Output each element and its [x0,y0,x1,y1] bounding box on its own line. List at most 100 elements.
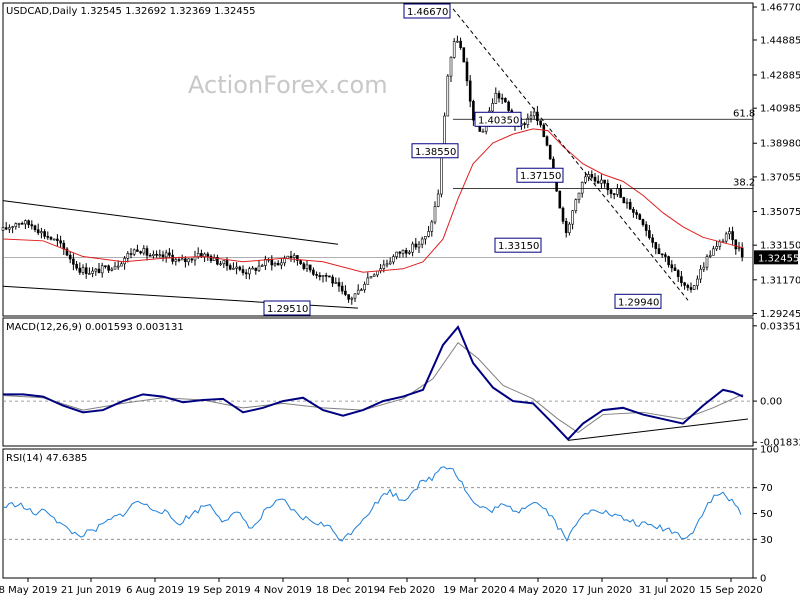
candle-body [273,263,277,266]
rsi-y-tick-label: 30 [760,535,773,546]
candle-body [491,103,494,112]
candle-body [571,210,574,225]
candle-body [340,285,344,292]
rsi-y-tick-label: 100 [760,445,779,456]
candle-body [152,253,155,257]
candle-body [289,255,293,258]
candle-body [417,243,421,248]
candle-body [209,255,213,262]
candle-body [360,289,363,292]
candle-body [142,248,146,254]
candle-body [414,243,418,248]
candle-body [299,260,302,265]
candle-body [724,233,728,242]
candle-body [11,226,14,228]
candle-body [27,220,30,225]
candle-body [235,266,238,269]
candle-body [104,265,107,268]
candle-body [129,253,133,255]
price-y-tick-label: 1.44885 [760,35,800,46]
macd-y-tick-label: -0.018324 [760,438,800,449]
candle-body [433,206,437,223]
candle-body [20,223,24,225]
candle-body [657,248,661,255]
candle-body [132,249,136,255]
x-tick-label: 4 Nov 2019 [254,585,312,596]
candle-body [651,237,654,243]
candle-body [59,240,62,244]
candle-body [497,93,501,99]
candle-body [56,238,59,241]
rsi-layer: 100 70 50 30 0 [2,445,779,585]
candle-body [612,193,616,195]
candle-body [539,120,542,126]
candle-body [232,267,235,270]
candle-body [81,267,85,273]
candle-body [308,264,312,271]
macd-y-tick-label: 0.033515 [760,321,800,332]
candle-body [36,229,40,234]
candle-body [446,75,450,117]
price-level-box [516,167,564,183]
macd-signal-line [2,341,744,434]
macd-line [3,325,744,441]
candle-body [580,182,584,194]
candle-body [529,115,533,119]
candle-body [574,199,578,212]
price-y-tick-label: 1.46770 [760,3,800,14]
candle-body [654,242,658,249]
price-level-box [263,300,311,316]
candle-body [628,201,632,210]
candle-body [667,256,670,266]
candle-body [600,179,603,184]
trendline [452,8,689,301]
candle-body [689,287,693,290]
candle-body [468,80,472,102]
candle-body [388,261,392,265]
candle-body [504,98,507,103]
candle-body [126,253,130,259]
rsi-y-tick-label: 70 [760,483,773,494]
candle-body [718,241,722,247]
candle-body [545,136,549,146]
candle-body [465,61,469,82]
candle-body [692,285,696,290]
price-y-tick-label: 1.42885 [760,70,800,81]
candle-body [24,220,27,225]
candle-body [123,257,126,265]
candle-body [344,290,347,295]
candle-body [369,275,373,279]
fib-level-label: 61.8 [733,108,755,119]
candle-body [216,257,219,265]
price-level-label: 1.33150 [498,241,539,252]
candle-body [366,277,370,285]
candle-body [94,268,98,272]
price-y-tick-label: 1.40985 [760,104,800,115]
candle-body [616,188,619,195]
candle-body [676,270,680,277]
candle-body [420,238,424,245]
candle-body [164,252,168,258]
candle-body [78,267,82,273]
candle-body [625,201,629,204]
candle-body [382,264,386,269]
candle-body [318,275,322,277]
candle-body [174,259,178,262]
candle-body [350,297,354,300]
price-level-box [411,143,459,159]
candle-body [401,250,405,254]
candle-body [641,219,645,225]
candle-body [526,117,530,125]
symbol-header: USDCAD,Daily 1.32545 1.32692 1.32369 1.3… [6,6,256,17]
candle-body [244,272,248,275]
candle-body [260,265,264,267]
candle-body [593,176,597,182]
candle-body [52,238,56,241]
candle-body [606,182,610,191]
x-tick-label: 31 Jul 2020 [639,585,696,596]
candle-body [222,260,226,265]
candle-body [398,251,402,254]
price-annotations: 1.46670 1.38550 1.40350 1.37150 1.33150 1.299… [263,3,662,316]
candle-body [312,269,315,275]
candle-body [449,57,453,77]
